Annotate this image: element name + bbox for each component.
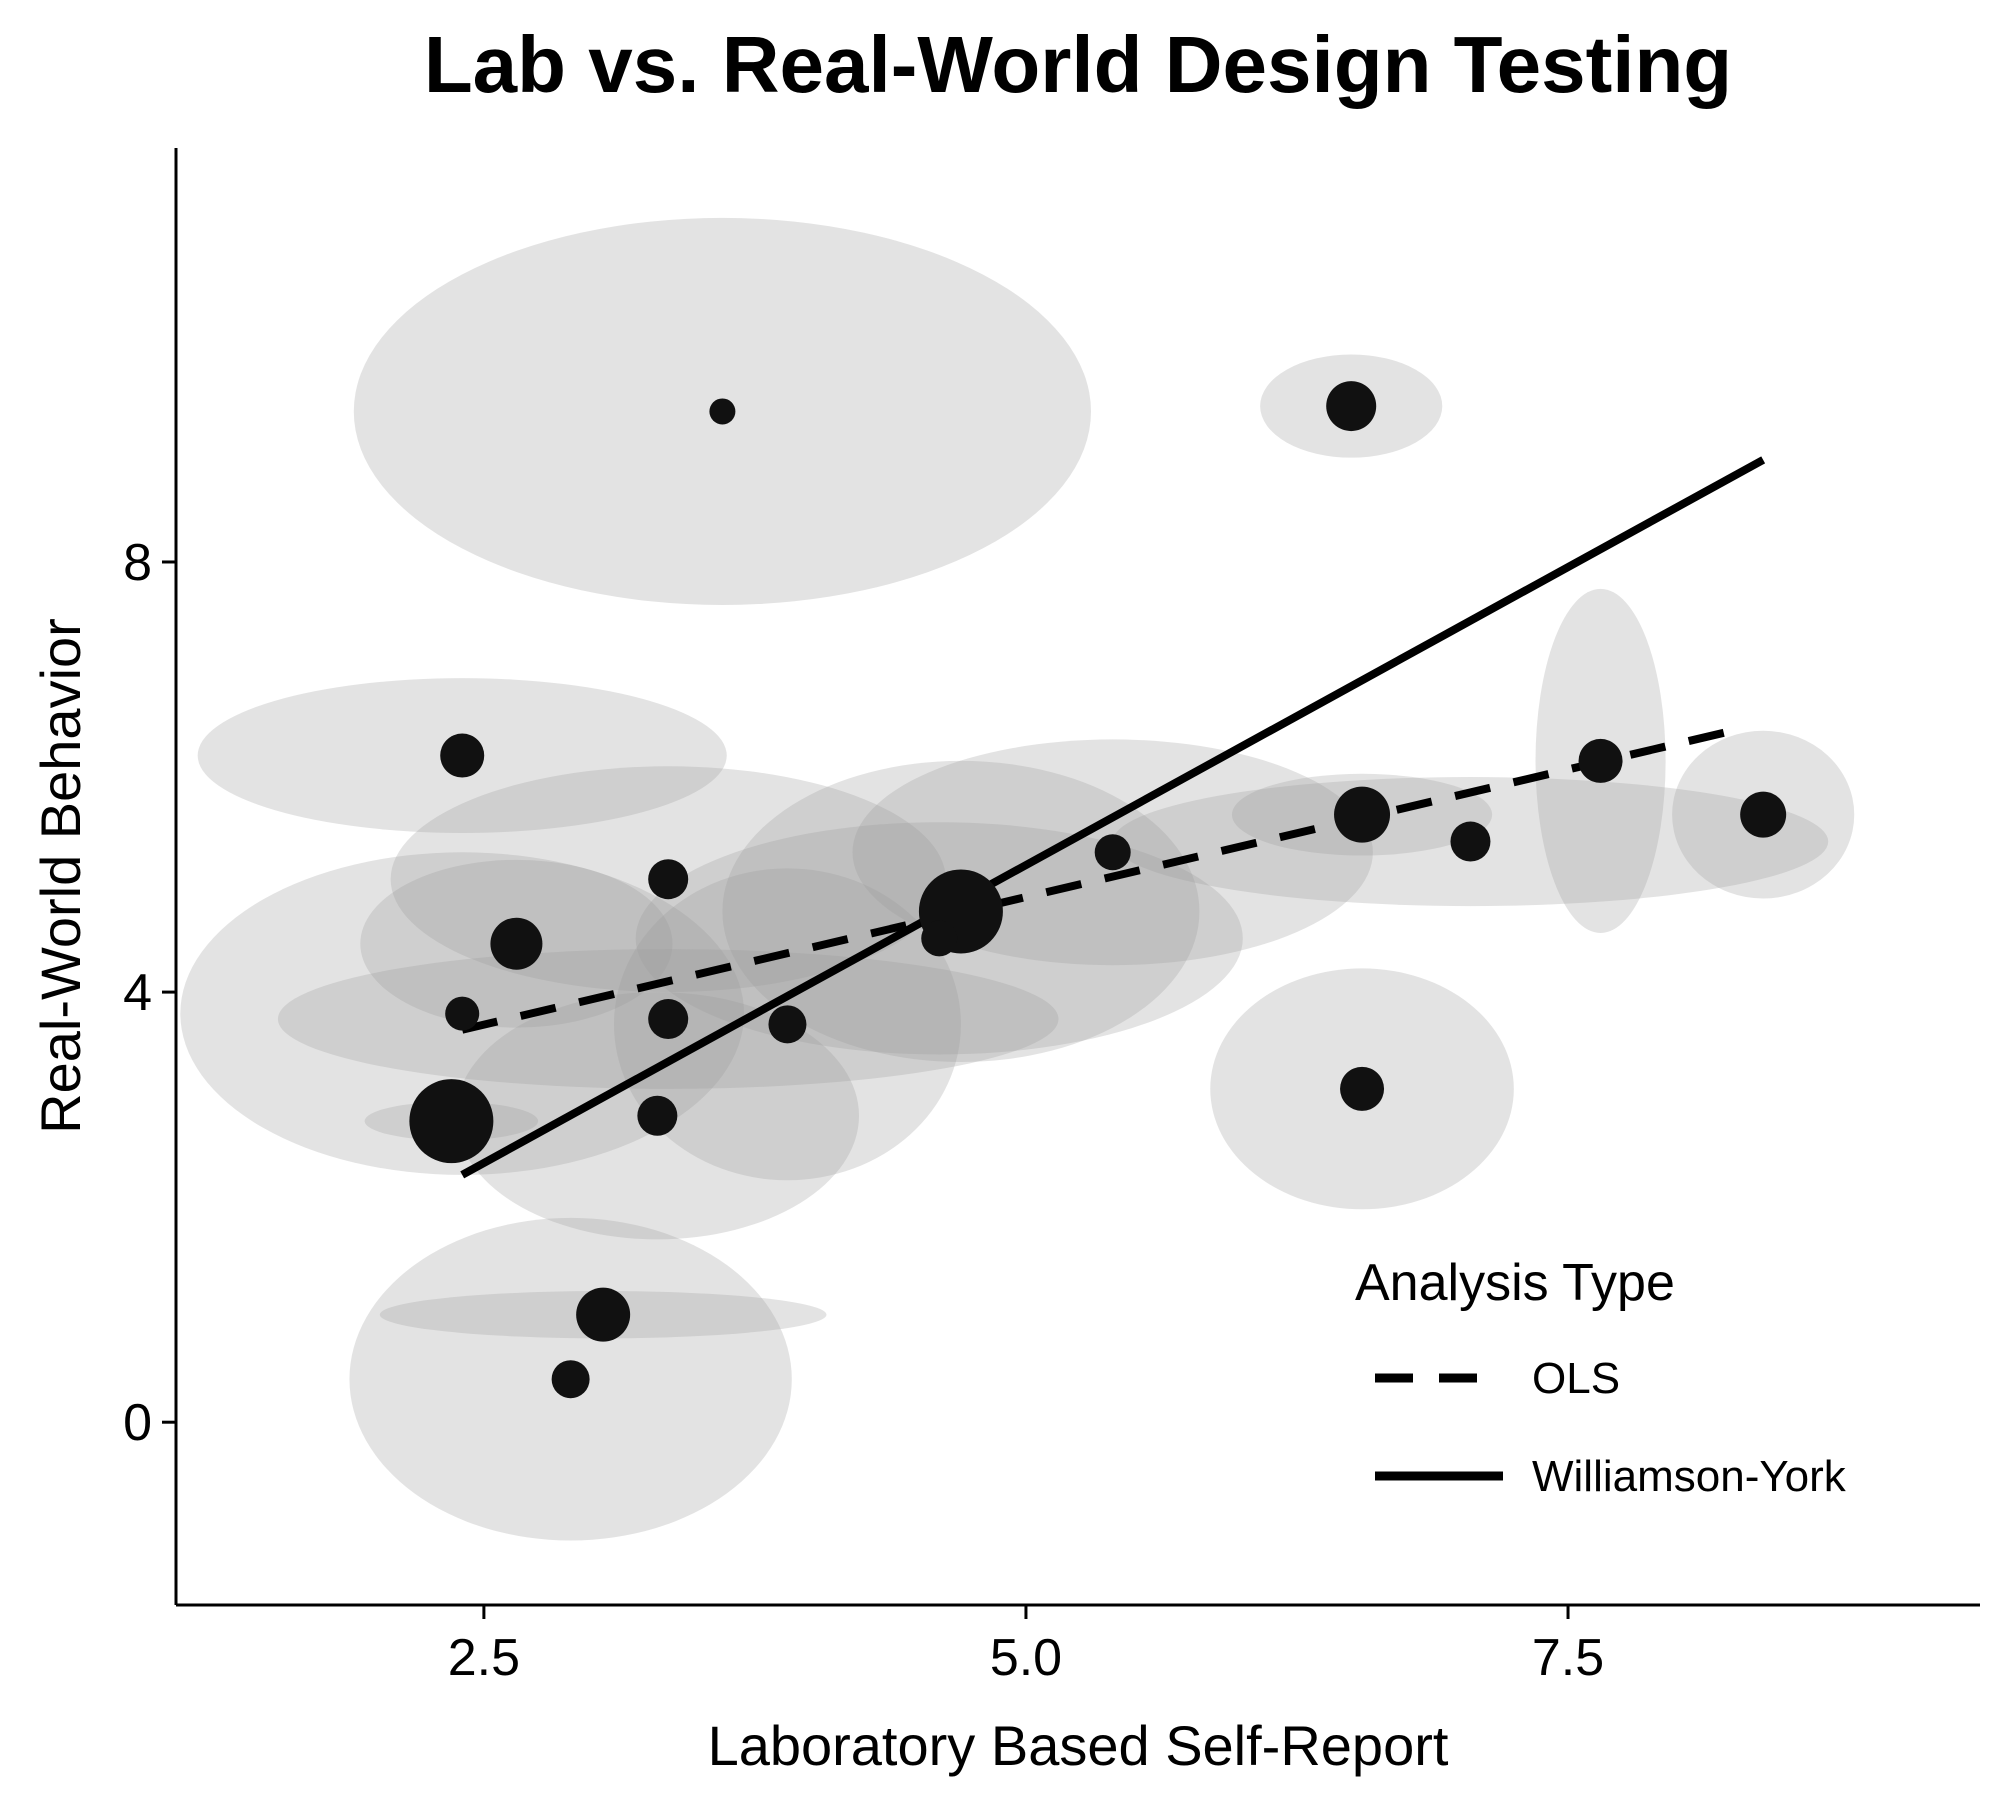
data-point-19 [576,1287,631,1342]
data-point-5 [1740,791,1787,838]
data-point-18 [1340,1066,1385,1111]
x-axis-ticks: 2.5 5.0 7.5 [448,1605,1604,1687]
axes [174,148,1980,1607]
data-point-17 [409,1079,494,1164]
legend-title: Analysis Type [1355,1254,1675,1312]
data-point-15 [445,996,480,1031]
y-tick-label-1: 0 [123,1394,152,1452]
data-point-13 [768,1005,807,1044]
y-tick-label-3: 8 [123,534,152,592]
data-point-6 [1334,786,1391,843]
uncertainty-ellipses [180,217,1855,1541]
ols-fit-line [461,724,1743,1034]
data-point-1 [709,398,736,425]
x-tick-label-3: 7.5 [1532,1629,1604,1687]
williamson-york-fit-line [460,456,1766,1179]
fit-lines [460,456,1766,1179]
data-point-10 [921,920,958,957]
y-axis-label: Real-World Behavior [29,618,92,1134]
x-axis-label: Laboratory Based Self-Report [708,1714,1449,1777]
data-point-3 [440,733,485,778]
data-point-8 [1094,834,1131,871]
data-point-7 [1450,821,1491,862]
data-points [409,381,1787,1399]
data-point-20 [551,1360,590,1399]
data-point-4 [1578,738,1623,783]
data-point-16 [637,1095,678,1136]
x-tick-label-2: 5.0 [990,1629,1062,1687]
legend-label-williamson-york: Williamson-York [1532,1452,1847,1501]
y-tick-label-2: 4 [123,964,152,1022]
legend: Analysis Type OLS Williamson-York [1355,1254,1847,1501]
data-point-14 [648,998,689,1039]
data-point-12 [490,917,543,970]
data-point-11 [648,859,689,900]
x-tick-label-1: 2.5 [448,1629,520,1687]
data-point-2 [1326,381,1377,432]
y-axis-ticks: 0 4 8 [123,534,176,1452]
legend-label-ols: OLS [1532,1354,1620,1403]
chart-title: Lab vs. Real-World Design Testing [424,20,1732,109]
